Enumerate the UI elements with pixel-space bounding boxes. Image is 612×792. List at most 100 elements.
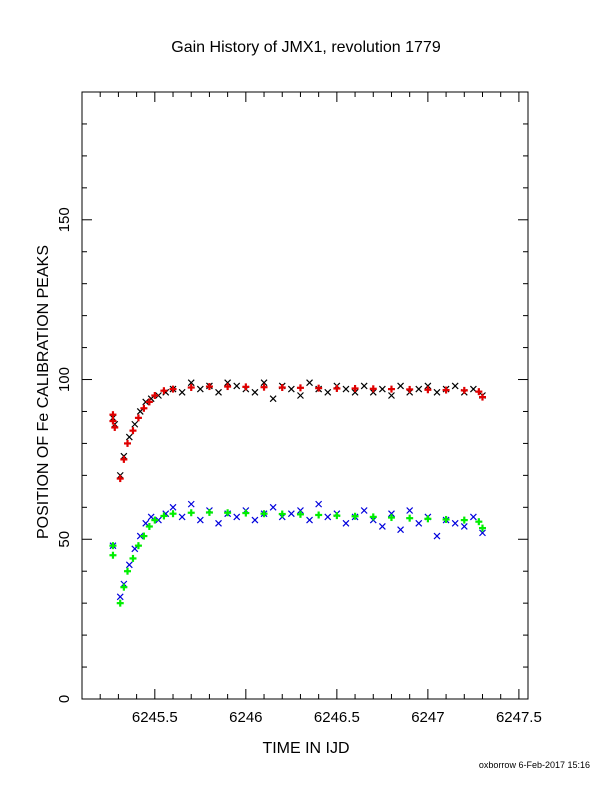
data-point-plus xyxy=(224,383,232,391)
data-point-plus xyxy=(424,386,432,394)
data-point-plus xyxy=(160,387,168,395)
data-point-cross xyxy=(116,593,124,601)
x-axis-label: TIME IN IJD xyxy=(262,740,349,757)
data-point-plus xyxy=(134,542,142,550)
data-point-plus xyxy=(187,509,195,517)
data-point-plus xyxy=(140,404,148,412)
data-point-cross xyxy=(269,503,277,511)
data-point-cross xyxy=(215,388,222,396)
data-point-plus xyxy=(442,515,450,523)
data-point-plus xyxy=(109,542,117,550)
data-point-cross xyxy=(324,513,332,521)
data-point-plus xyxy=(109,411,117,419)
data-point-cross xyxy=(324,388,332,396)
data-point-cross xyxy=(196,516,204,524)
plot-frame xyxy=(81,91,529,700)
data-point-plus xyxy=(109,551,117,559)
y-axis-label: POSITION OF Fe CALIBRATION PEAKS xyxy=(35,245,52,539)
data-point-plus xyxy=(278,510,286,518)
y-tick-label: 0 xyxy=(56,695,73,703)
data-point-cross xyxy=(388,510,395,518)
data-point-plus xyxy=(296,384,304,392)
data-point-cross xyxy=(342,385,350,393)
data-point-plus xyxy=(478,393,486,401)
data-point-cross xyxy=(260,379,268,387)
data-point-plus xyxy=(406,514,414,522)
axis-ticks: 6245.5 6246 6246.5 6247 6247.5 0 50 100 150 xyxy=(56,91,542,726)
data-point-cross xyxy=(460,523,468,530)
data-point-plus xyxy=(160,512,168,520)
data-point-cross xyxy=(378,523,386,530)
data-point-cross xyxy=(378,385,386,393)
data-point-plus xyxy=(129,427,137,435)
data-point-cross xyxy=(424,382,432,390)
data-point-plus xyxy=(351,384,359,392)
data-point-plus xyxy=(475,388,483,396)
data-point-plus xyxy=(460,516,468,524)
data-point-cross xyxy=(187,379,195,387)
data-point-plus xyxy=(224,509,232,517)
data-point-plus xyxy=(124,439,132,447)
data-point-plus xyxy=(424,515,432,523)
x-tick-label: 6245.5 xyxy=(132,709,178,726)
footer-stamp: oxborrow 6-Feb-2017 15:16 xyxy=(478,760,590,770)
data-point-plus xyxy=(151,392,159,399)
data-point-cross xyxy=(469,513,477,521)
x-tick-label: 6247 xyxy=(411,709,444,726)
data-point-cross xyxy=(155,516,162,524)
data-point-plus xyxy=(242,509,250,517)
data-point-cross xyxy=(297,392,304,399)
data-point-cross xyxy=(306,516,313,524)
data-point-cross xyxy=(287,385,295,393)
data-point-cross xyxy=(251,388,259,396)
data-point-plus xyxy=(296,510,304,518)
data-point-cross xyxy=(125,561,133,569)
data-point-plus xyxy=(260,383,268,391)
data-point-cross xyxy=(147,513,155,521)
data-point-cross xyxy=(136,408,144,415)
data-point-plus xyxy=(460,386,468,394)
data-point-plus xyxy=(140,532,148,540)
data-point-cross xyxy=(155,392,162,399)
data-point-cross xyxy=(397,382,404,390)
data-point-cross xyxy=(178,388,186,396)
data-point-plus xyxy=(478,524,486,532)
data-point-plus xyxy=(406,385,414,393)
data-point-cross xyxy=(306,379,313,387)
data-point-plus xyxy=(369,385,377,393)
data-point-plus xyxy=(169,385,177,393)
data-point-cross xyxy=(297,507,304,514)
data-point-cross xyxy=(351,388,359,396)
data-point-plus xyxy=(205,383,213,391)
y-tick-label: 150 xyxy=(56,207,73,232)
data-point-cross xyxy=(233,382,241,390)
data-point-cross xyxy=(233,513,241,521)
data-point-plus xyxy=(151,516,159,524)
data-point-cross xyxy=(451,382,459,390)
data-point-cross xyxy=(142,398,150,406)
data-point-plus xyxy=(116,475,124,483)
data-point-plus xyxy=(169,510,177,518)
data-point-plus xyxy=(187,384,195,392)
data-point-cross xyxy=(131,420,139,428)
data-point-plus xyxy=(145,522,153,530)
data-point-plus xyxy=(442,386,450,394)
data-point-plus xyxy=(120,583,128,591)
data-point-cross xyxy=(360,507,368,514)
x-tick-label: 6246.5 xyxy=(314,709,360,726)
chart-title: Gain History of JMX1, revolution 1779 xyxy=(171,39,441,56)
data-point-cross xyxy=(415,519,423,527)
data-point-plus xyxy=(134,414,142,422)
data-point-plus xyxy=(260,510,268,518)
data-point-plus xyxy=(369,513,377,521)
data-point-cross xyxy=(142,519,150,527)
data-point-cross xyxy=(287,510,295,518)
data-point-cross xyxy=(451,519,459,527)
data-points xyxy=(109,379,486,607)
data-point-cross xyxy=(406,507,414,514)
data-point-cross xyxy=(388,392,395,399)
data-point-plus xyxy=(387,514,395,522)
data-point-cross xyxy=(415,385,423,393)
data-point-plus xyxy=(315,384,323,392)
data-point-plus xyxy=(315,511,323,519)
